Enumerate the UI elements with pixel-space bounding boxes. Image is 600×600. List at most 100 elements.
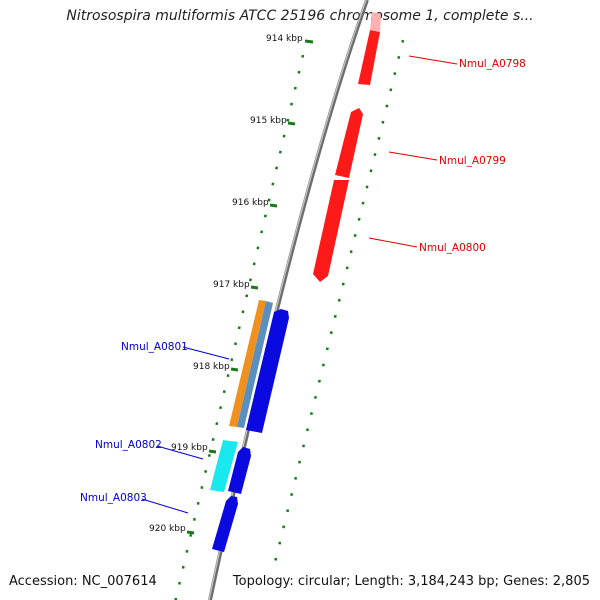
gene-Nmul_A0799[interactable]: [335, 108, 363, 178]
ruler-dot: [345, 266, 349, 270]
ruler-dot: [189, 533, 193, 537]
ruler-dot: [256, 246, 260, 250]
ruler-dot: [234, 342, 237, 346]
label-Nmul_A0799[interactable]: Nmul_A0799: [439, 155, 506, 167]
tick-label-915: 915 kbp: [250, 116, 287, 126]
gene-labels: Nmul_A0798 Nmul_A0799 Nmul_A0800 Nmul_A0…: [80, 55, 526, 514]
ruler-dot: [290, 102, 294, 106]
ruler-dot: [309, 412, 313, 416]
ruler-dot: [393, 72, 397, 76]
ruler-dot: [290, 493, 294, 496]
ruler-dot: [263, 214, 267, 218]
accession-text: Accession: NC_007614: [9, 574, 157, 589]
ruler-dot: [204, 469, 208, 473]
ruler-dot: [401, 39, 405, 43]
ruler-dot: [230, 358, 234, 362]
ruler-dot: [226, 374, 230, 378]
ruler-dot: [297, 70, 301, 74]
ruler-dot: [181, 565, 185, 569]
ruler-dot: [365, 185, 369, 189]
ruler-dot: [282, 134, 286, 138]
ruler-dot: [369, 169, 373, 173]
tick-label-914: 914 kbp: [266, 34, 303, 44]
kbp-tick-labels: 914 kbp 915 kbp 916 kbp 917 kbp 918 kbp …: [149, 34, 303, 534]
ruler-dot: [389, 88, 393, 92]
ruler-dots-outer: [274, 39, 405, 561]
ruler-dot: [286, 509, 290, 513]
feature-cyan[interactable]: [210, 440, 238, 492]
tick-label-920: 920 kbp: [149, 524, 186, 534]
ruler-dot: [329, 331, 333, 335]
ruler-dot: [286, 118, 290, 122]
gene-Nmul_A0803[interactable]: [212, 496, 238, 552]
ruler-dot: [174, 597, 178, 600]
ruler-dot: [337, 298, 341, 302]
ruler-dot: [275, 166, 279, 170]
ruler-dot: [207, 454, 211, 458]
ruler-dot: [306, 428, 309, 432]
map-title: Nitrosospira multiformis ATCC 25196 chro…: [66, 8, 534, 24]
gene-Nmul_A0801[interactable]: [246, 309, 289, 433]
ruler-dot: [178, 581, 181, 585]
ruler-dot: [267, 198, 271, 202]
ruler-dot: [237, 326, 241, 330]
forward-strand-genes: [313, 12, 381, 282]
ruler-dot: [219, 406, 223, 410]
topology-summary: Topology: circular; Length: 3,184,243 bp…: [232, 574, 590, 589]
ruler-dot: [271, 182, 275, 186]
gene-Nmul_A0802[interactable]: [228, 447, 251, 494]
ruler-dot: [381, 120, 385, 124]
label-Nmul_A0803[interactable]: Nmul_A0803: [80, 492, 147, 504]
ruler-dot: [211, 438, 215, 442]
tick-label-919: 919 kbp: [171, 443, 208, 453]
ruler-dot: [278, 150, 282, 154]
label-Nmul_A0800[interactable]: Nmul_A0800: [419, 242, 486, 254]
label-Nmul_A0798[interactable]: Nmul_A0798: [459, 58, 526, 70]
ruler-dot: [333, 314, 337, 318]
ruler-dot: [248, 278, 252, 282]
ruler-dot: [321, 363, 325, 367]
ruler-dot: [200, 485, 204, 489]
feature-steelblue[interactable]: [237, 301, 273, 428]
ruler-dot: [301, 54, 305, 58]
label-Nmul_A0801[interactable]: Nmul_A0801: [121, 341, 188, 353]
reverse-strand-features: [210, 300, 289, 552]
tick-label-916: 916 kbp: [232, 198, 269, 208]
ruler-dot: [278, 541, 282, 545]
ruler-dot: [353, 234, 357, 237]
ruler-dot: [357, 217, 361, 221]
ruler-dot: [274, 557, 278, 561]
ruler-dot: [252, 262, 256, 266]
ruler-dot: [377, 136, 381, 140]
ruler-dot: [293, 86, 297, 90]
ruler-dots-inner: [174, 54, 305, 600]
ruler-dot: [302, 444, 306, 448]
gene-Nmul_A0800[interactable]: [313, 180, 349, 282]
ruler-dot: [373, 153, 377, 157]
ruler-dot: [241, 310, 245, 314]
tick-label-918: 918 kbp: [193, 362, 230, 372]
label-Nmul_A0802[interactable]: Nmul_A0802: [95, 439, 162, 451]
ruler-dot: [298, 460, 302, 464]
ruler-dot: [397, 55, 401, 59]
ruler-dot: [341, 282, 345, 286]
ruler-dot: [245, 294, 249, 298]
ruler-dot: [192, 517, 196, 521]
ruler-dot: [196, 501, 200, 505]
ruler-dot: [222, 390, 226, 394]
ruler-dot: [260, 230, 264, 234]
tick-label-917: 917 kbp: [213, 280, 250, 290]
ruler-dot: [325, 347, 329, 351]
ruler-dot: [361, 201, 365, 205]
feature-orange[interactable]: [229, 300, 266, 427]
ruler-dot: [282, 525, 286, 529]
ruler-dot: [385, 104, 389, 108]
ruler-dot: [313, 395, 317, 399]
ruler-dot: [185, 549, 189, 553]
ruler-dot: [294, 476, 298, 480]
gene-Nmul_A0798[interactable]: [358, 30, 380, 85]
ruler-dot: [317, 379, 321, 383]
ruler-dot: [215, 422, 219, 426]
ruler-dot: [349, 250, 353, 254]
